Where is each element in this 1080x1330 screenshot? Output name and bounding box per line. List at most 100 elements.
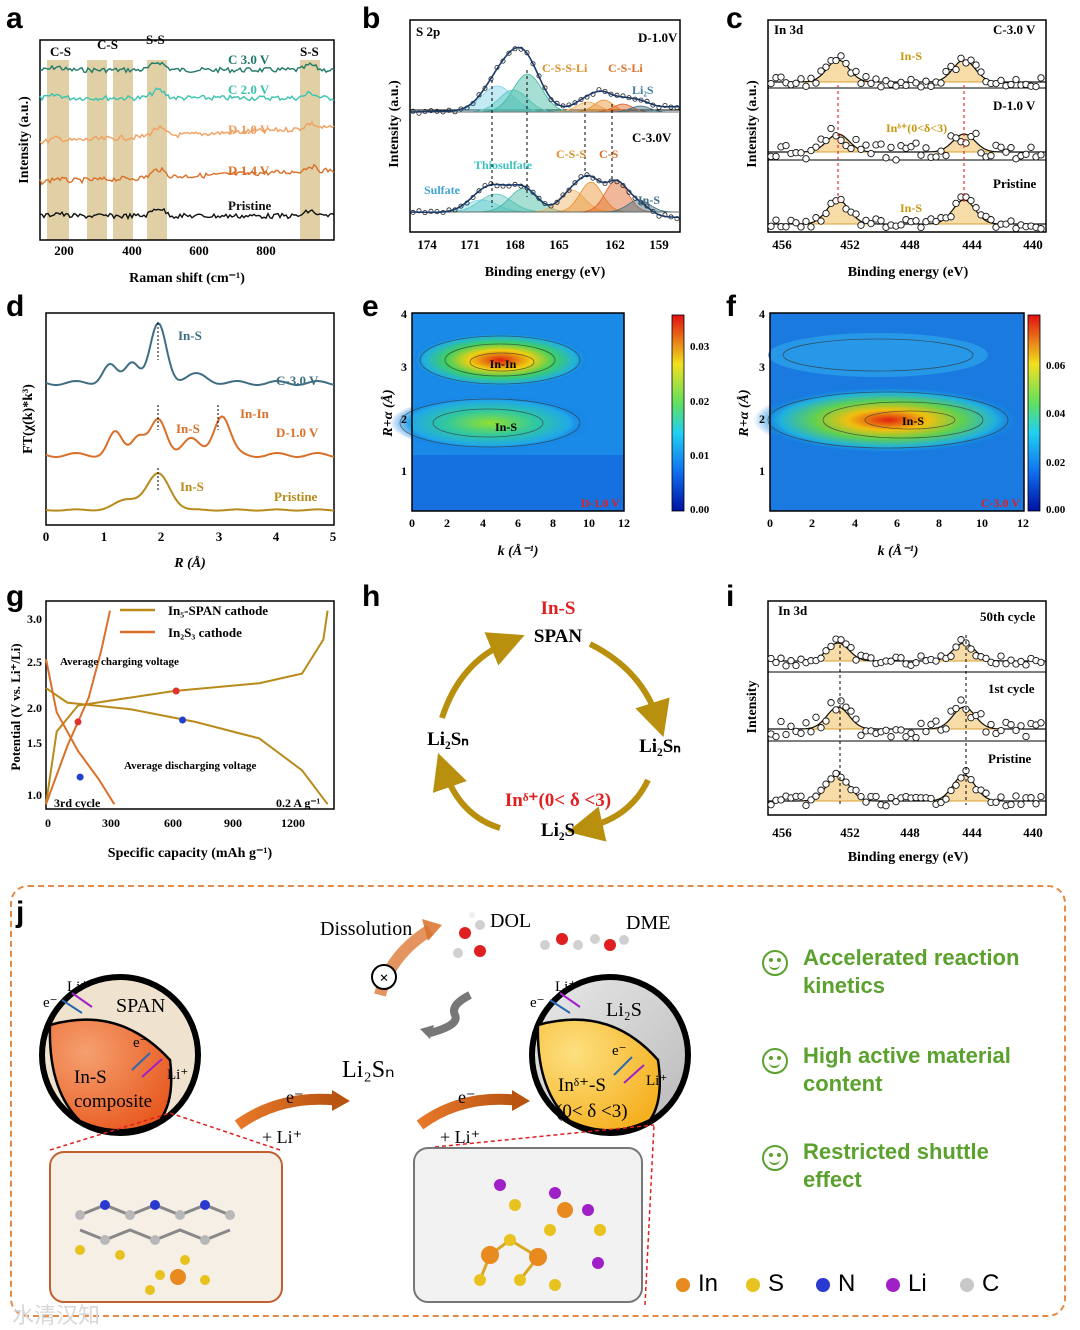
b-point-0: [578, 97, 584, 103]
i-point-1: [827, 699, 835, 707]
b-point-1: [548, 203, 554, 209]
b-point-1: [554, 199, 560, 205]
c-point-2: [817, 217, 825, 225]
i-point-0: [1017, 657, 1025, 666]
c-point-0: [1007, 80, 1015, 89]
i-point-1: [847, 707, 855, 715]
i-point-2: [817, 786, 825, 794]
panel-j-schematic: SPAN In-S composite Li⁺ e⁻ e⁻ Li⁺ Li₂S I…: [39, 910, 691, 1306]
c-point-2: [862, 216, 870, 225]
i-point-2: [767, 801, 775, 809]
i-point-2: [992, 798, 1000, 806]
c-point-0: [912, 79, 920, 87]
c-point-0: [922, 77, 930, 85]
i-point-0: [782, 662, 790, 670]
c-point-1: [852, 135, 860, 144]
i-point-1: [902, 733, 910, 741]
d-curve-0: [45, 321, 335, 387]
b-point-0: [530, 61, 536, 67]
a-ylabel: Intensity (a.u.): [17, 96, 32, 184]
i-point-2: [1007, 800, 1015, 809]
c-point-0: [832, 56, 840, 65]
c-point-1: [772, 152, 780, 161]
i-point-1: [952, 704, 960, 713]
i-point-2: [827, 775, 835, 783]
e-xtick-1: 2: [444, 516, 450, 530]
i-point-0: [932, 657, 940, 665]
d-ann-3: In-S: [180, 479, 204, 494]
c-xtick-0: 456: [772, 237, 792, 252]
panel-label-j: j: [16, 896, 25, 929]
b-ann-thio: Thiosulfate: [474, 158, 533, 172]
i-fit-1: [768, 706, 1046, 730]
b-ann-sulfate: Sulfate: [424, 183, 461, 197]
c-point-0: [957, 54, 965, 62]
a-curve-1: [39, 87, 335, 102]
i-point-1: [852, 715, 860, 723]
c-point-2: [772, 216, 780, 224]
c-point-0: [857, 79, 865, 88]
panel-h-cycle: In-S SPAN Li₂Sₙ Li₂Sₙ Inᵟ⁺(0< δ <3) Li₂S: [427, 598, 681, 842]
panel-label-i: i: [726, 580, 735, 613]
c-xlabel: Binding energy (eV): [848, 265, 969, 280]
f-xtick-1: 2: [809, 516, 815, 530]
g-ylabel: Potential (V vs. Li⁺/Li): [8, 643, 23, 770]
j-benefit-2: High active material content: [803, 1043, 1011, 1096]
i-point-0: [772, 658, 780, 667]
c-point-1: [827, 124, 835, 133]
d-ann-2: In-In: [240, 406, 270, 421]
c-label-2: Pristine: [993, 176, 1037, 191]
b-point-1: [506, 183, 512, 189]
a-xlabel: Raman shift (cm⁻¹): [129, 271, 245, 286]
i-point-0: [1022, 661, 1030, 669]
c-point-1: [977, 149, 985, 157]
g-legend-0: In₅-SPAN cathode: [168, 603, 268, 618]
b-bottom-label: C-3.0V: [632, 130, 672, 145]
e-tag: D-1.0 V: [581, 496, 620, 510]
c-point-1: [972, 129, 980, 138]
i-point-1: [932, 717, 940, 725]
c-point-2: [982, 212, 990, 221]
g-ytick-1: 1.5: [27, 736, 42, 750]
i-point-2: [942, 795, 950, 803]
i-point-0: [1002, 660, 1010, 668]
e-xtick-6: 12: [618, 516, 630, 530]
i-point-0: [952, 643, 960, 651]
i-point-1: [882, 726, 890, 734]
i-xtick-0: 456: [772, 825, 792, 840]
c-point-1: [782, 141, 790, 150]
f-ytick-0: 1: [759, 464, 765, 478]
j-left-li-top: Li⁺: [67, 979, 88, 995]
j-zoom-right: [413, 1147, 643, 1303]
g-note-2: 3rd cycle: [54, 796, 101, 810]
c-point-0: [867, 79, 875, 88]
c-point-1: [1022, 150, 1030, 158]
c-point-0: [902, 81, 910, 90]
c-point-0: [1032, 82, 1040, 91]
a-peak-cs1: C-S: [50, 44, 71, 59]
i-point-2: [957, 774, 965, 782]
e-xtick-0: 0: [409, 516, 415, 530]
g-curve-0-charge: [45, 610, 329, 805]
d-xtick-3: 3: [216, 529, 223, 544]
b-xlabel: Binding energy (eV): [485, 265, 606, 280]
i-point-2: [812, 792, 820, 800]
h-arrow-3: [432, 753, 501, 831]
c-point-0: [807, 74, 815, 82]
panel-a-bands: [47, 60, 320, 240]
svg-text:×: ×: [379, 970, 388, 987]
e-ytick-2: 3: [401, 360, 407, 374]
b-ann-cssli: C-S-S-Li: [542, 61, 588, 75]
b-xtick-3: 165: [549, 237, 569, 252]
d-xtick-2: 2: [158, 529, 165, 544]
c-point-2: [912, 217, 920, 225]
j-dme: DME: [626, 912, 670, 934]
f-xtick-4: 8: [936, 516, 942, 530]
i-point-1: [887, 733, 895, 741]
i-point-1: [812, 713, 820, 721]
i-point-0: [897, 654, 905, 662]
f-tag: C-3.0 V: [981, 496, 1020, 510]
panel-d-curves: [45, 321, 335, 512]
c-point-2: [767, 222, 775, 230]
